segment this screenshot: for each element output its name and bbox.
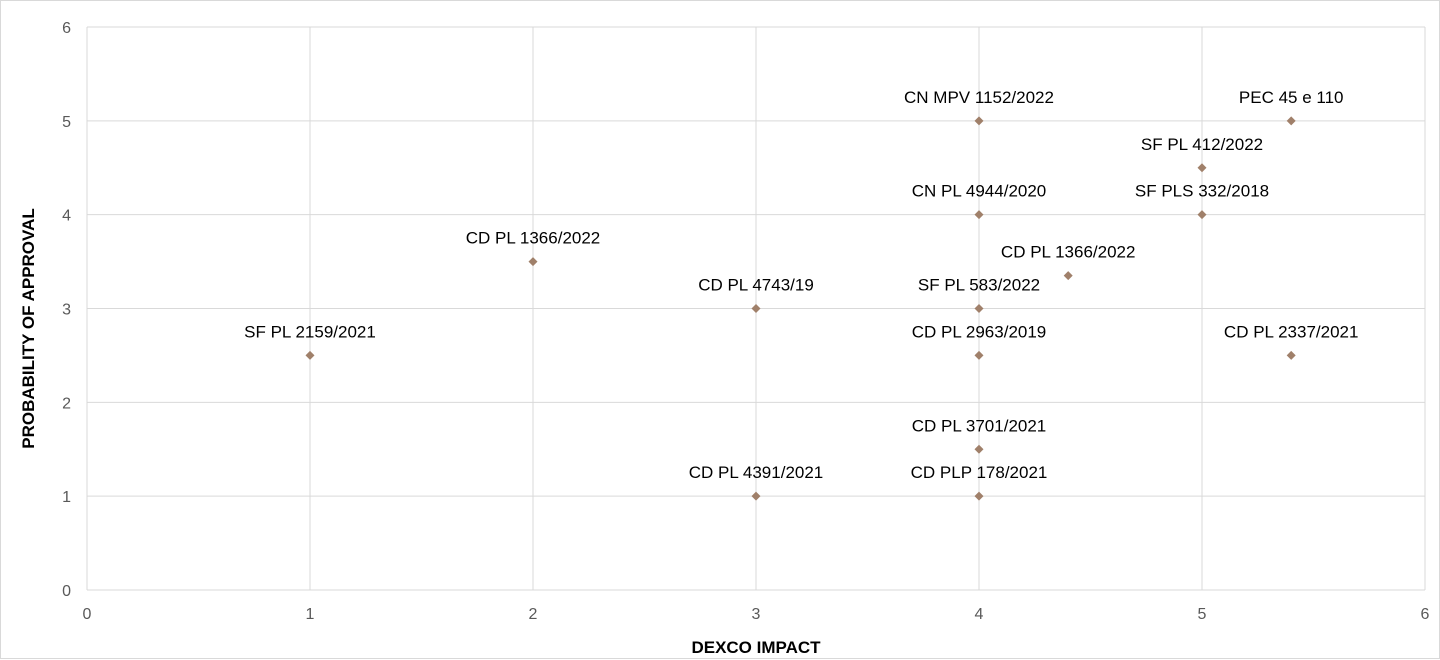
data-point-marker	[751, 304, 761, 313]
data-point-marker	[528, 257, 538, 267]
data-points	[305, 116, 1296, 501]
tick-labels: 0 1 2 3 4 5 6 0 1 2 3 4 5 6	[62, 20, 1429, 623]
data-point-marker	[974, 304, 984, 313]
data-point-marker	[974, 210, 984, 220]
y-axis-title: PROBABILITY OF APPROVAL	[19, 208, 38, 449]
data-point-label: CD PL 2337/2021	[1224, 322, 1359, 341]
data-point-marker	[751, 491, 761, 501]
x-tick-label: 3	[752, 606, 761, 623]
data-point-label: CD PL 1366/2022	[466, 229, 601, 248]
data-point-label: SF PLS 332/2018	[1135, 182, 1269, 201]
gridlines	[86, 26, 1426, 591]
y-tick-label: 3	[62, 302, 71, 319]
data-point-label: PEC 45 e 110	[1239, 88, 1344, 107]
y-tick-label: 2	[62, 395, 71, 412]
data-point-label: CD PL 3701/2021	[912, 416, 1047, 435]
point-labels: SF PL 2159/2021 CD PL 1366/2022 CD PL 4743…	[244, 88, 1358, 482]
data-point-label: CN PL 4944/2020	[912, 182, 1047, 201]
x-tick-label: 1	[306, 606, 315, 623]
data-point-marker	[305, 350, 315, 360]
data-point-marker	[974, 491, 984, 501]
data-point-marker	[1197, 163, 1207, 173]
data-point-marker	[1063, 271, 1073, 281]
x-axis-title: DEXCO IMPACT	[691, 638, 821, 657]
data-point-label: SF PL 583/2022	[918, 276, 1040, 295]
x-tick-label: 2	[529, 606, 538, 623]
data-point-label: CD PL 2963/2019	[912, 322, 1047, 341]
y-tick-label: 6	[62, 20, 71, 37]
data-point-marker	[1197, 210, 1207, 220]
data-point-marker	[974, 444, 984, 454]
y-tick-label: 0	[62, 583, 71, 600]
x-tick-label: 6	[1421, 606, 1430, 623]
data-point-marker	[974, 350, 984, 360]
data-point-marker	[1286, 350, 1296, 360]
data-point-label: CD PL 4743/19	[698, 276, 814, 295]
data-point-label: CD PL 1366/2022	[1001, 243, 1136, 262]
data-point-label: CD PLP 178/2021	[911, 463, 1048, 482]
y-tick-label: 4	[62, 208, 71, 225]
data-point-label: CN MPV 1152/2022	[904, 88, 1054, 107]
data-point-marker	[974, 116, 984, 126]
data-point-marker	[1286, 116, 1296, 126]
y-tick-label: 5	[62, 114, 71, 131]
data-point-label: SF PL 412/2022	[1141, 135, 1263, 154]
y-tick-label: 1	[62, 489, 71, 506]
x-tick-label: 4	[975, 606, 984, 623]
data-point-label: CD PL 4391/2021	[689, 463, 824, 482]
x-tick-label: 0	[83, 606, 92, 623]
x-tick-label: 5	[1198, 606, 1207, 623]
data-point-label: SF PL 2159/2021	[244, 322, 376, 341]
